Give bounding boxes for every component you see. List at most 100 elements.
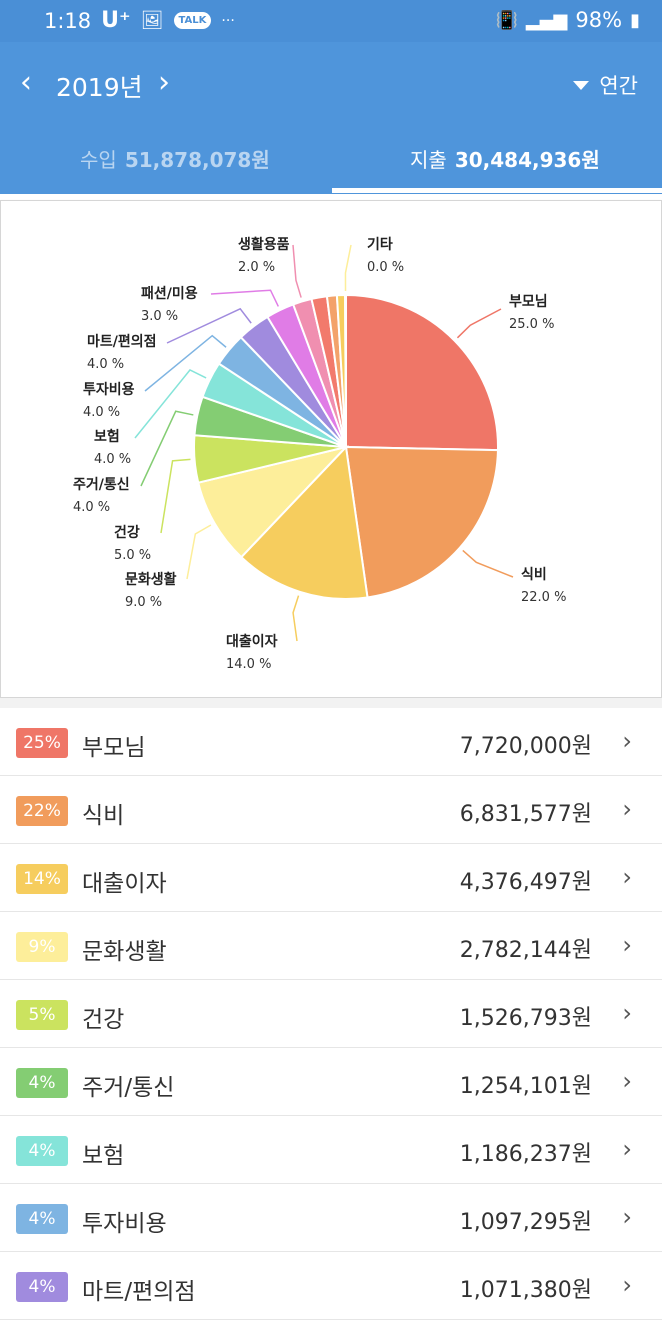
category-name: 식비 — [82, 803, 125, 829]
slice-percent-label: 3.0 % — [141, 309, 178, 324]
percent-badge: 25% — [16, 728, 68, 758]
signal-icon: ▂▄▆ — [525, 9, 568, 31]
image-icon: 🖼 — [140, 10, 164, 31]
slice-label: 투자비용 — [83, 382, 135, 398]
list-item[interactable]: 5% 건강 1,526,793원 › — [0, 980, 662, 1048]
tab-income[interactable]: 수입 51,878,078원 — [80, 144, 270, 173]
slice-percent-label: 14.0 % — [226, 657, 271, 672]
slice-label: 기타 — [367, 237, 393, 253]
category-name: 문화생활 — [82, 939, 167, 965]
slice-leader-line — [462, 549, 514, 578]
slice-leader-line — [166, 307, 252, 344]
chevron-right-icon: › — [622, 1203, 632, 1231]
category-amount: 1,526,793원 — [459, 1006, 592, 1031]
slice-label: 건강 — [114, 524, 140, 541]
slice-percent-label: 4.0 % — [94, 452, 131, 467]
list-item[interactable]: 14% 대출이자 4,376,497원 › — [0, 844, 662, 912]
category-amount: 1,071,380원 — [459, 1278, 592, 1303]
category-amount: 4,376,497원 — [459, 870, 592, 895]
category-name: 대출이자 — [82, 871, 167, 897]
category-name: 보험 — [82, 1143, 125, 1169]
chevron-right-icon: › — [622, 1135, 632, 1163]
list-item[interactable]: 9% 문화생활 2,782,144원 › — [0, 912, 662, 980]
pie-slice[interactable] — [239, 444, 369, 600]
tab-expense-label: 지출 — [410, 148, 447, 172]
slice-percent-label: 9.0 % — [125, 595, 162, 610]
slice-percent-label: 4.0 % — [87, 357, 124, 372]
category-name: 부모님 — [82, 735, 146, 761]
slice-percent-label: 22.0 % — [521, 590, 566, 605]
prev-year-button[interactable]: ‹ — [20, 65, 32, 100]
slice-leader-line — [134, 369, 207, 439]
slice-leader-line — [292, 244, 302, 298]
category-name: 건강 — [82, 1007, 125, 1033]
list-item[interactable]: 4% 보험 1,186,237원 › — [0, 1116, 662, 1184]
battery-percent: 98% — [575, 8, 623, 32]
app-header: ‹ 2019년 › 연간 수입 51,878,078원 지출 30,484,936원 — [0, 42, 662, 194]
list-item[interactable]: 4% 투자비용 1,097,295원 › — [0, 1184, 662, 1252]
category-amount: 1,097,295원 — [459, 1210, 592, 1235]
slice-label: 패션/미용 — [141, 285, 198, 302]
slice-leader-line — [456, 308, 502, 339]
slice-label: 대출이자 — [226, 633, 278, 650]
category-amount: 2,782,144원 — [459, 938, 592, 963]
status-right: 📳 ▂▄▆ 98% ▮ — [495, 8, 640, 32]
section-divider — [0, 698, 662, 708]
list-item[interactable]: 4% 마트/편의점 1,071,380원 › — [0, 1252, 662, 1320]
pie-slice[interactable] — [344, 293, 347, 448]
slice-label: 보험 — [94, 428, 120, 445]
list-item[interactable]: 22% 식비 6,831,577원 › — [0, 776, 662, 844]
slice-percent-label: 25.0 % — [509, 317, 554, 332]
slice-label: 문화생활 — [125, 571, 177, 588]
percent-badge: 5% — [16, 1000, 68, 1030]
list-item[interactable]: 25% 부모님 7,720,000원 › — [0, 708, 662, 776]
year-label: 2019년 — [56, 73, 143, 102]
slice-label: 마트/편의점 — [87, 333, 157, 350]
chevron-right-icon: › — [622, 1271, 632, 1299]
slice-label: 식비 — [521, 567, 547, 583]
chevron-right-icon: › — [622, 999, 632, 1027]
percent-badge: 22% — [16, 796, 68, 826]
more-notifications-icon: ··· — [221, 12, 235, 29]
carrier-label: U⁺ — [101, 8, 131, 33]
talk-icon: TALK — [173, 12, 212, 29]
percent-badge: 4% — [16, 1204, 68, 1234]
category-amount: 1,186,237원 — [459, 1142, 592, 1167]
tab-expense[interactable]: 지출 30,484,936원 — [410, 144, 600, 173]
list-item[interactable]: 4% 주거/통신 1,254,101원 › — [0, 1048, 662, 1116]
status-time: 1:18 — [44, 8, 92, 33]
period-dropdown[interactable]: 연간 — [573, 70, 638, 100]
pie-slice[interactable] — [344, 445, 499, 599]
chevron-right-icon: › — [622, 1067, 632, 1095]
pie-slice[interactable] — [345, 293, 499, 452]
slice-leader-line — [140, 410, 194, 487]
slice-percent-label: 2.0 % — [238, 260, 275, 275]
slice-label: 주거/통신 — [73, 477, 130, 493]
slice-percent-label: 4.0 % — [83, 405, 120, 420]
tab-income-amount: 51,878,078원 — [124, 148, 270, 172]
chevron-right-icon: › — [622, 727, 632, 755]
slice-percent-label: 4.0 % — [73, 500, 110, 515]
tab-expense-amount: 30,484,936원 — [454, 148, 600, 172]
percent-badge: 9% — [16, 932, 68, 962]
vibrate-icon: 📳 — [495, 9, 518, 31]
percent-badge: 4% — [16, 1272, 68, 1302]
expense-pie-chart-card: 부모님 25.0 % 식비 22.0 % 대출이자 14.0 % 문화생활 9.0 % 건강 5.… — [0, 200, 662, 698]
slice-leader-line — [144, 334, 227, 392]
percent-badge: 4% — [16, 1136, 68, 1166]
category-amount: 1,254,101원 — [459, 1074, 592, 1099]
percent-badge: 4% — [16, 1068, 68, 1098]
dropdown-arrow-icon — [573, 80, 590, 90]
category-list: 25% 부모님 7,720,000원 › 22% 식비 6,831,577원 ›… — [0, 708, 662, 1320]
chevron-right-icon: › — [622, 931, 632, 959]
slice-leader-line — [210, 289, 279, 307]
category-name: 투자비용 — [82, 1211, 167, 1237]
category-name: 주거/통신 — [82, 1075, 175, 1101]
slice-percent-label: 0.0 % — [367, 260, 404, 275]
slice-leader-line — [186, 524, 212, 580]
slice-leader-line — [292, 595, 300, 642]
chevron-right-icon: › — [622, 863, 632, 891]
slice-leader-line — [344, 244, 352, 292]
slice-percent-label: 5.0 % — [114, 548, 151, 563]
next-year-button[interactable]: › — [158, 65, 170, 100]
